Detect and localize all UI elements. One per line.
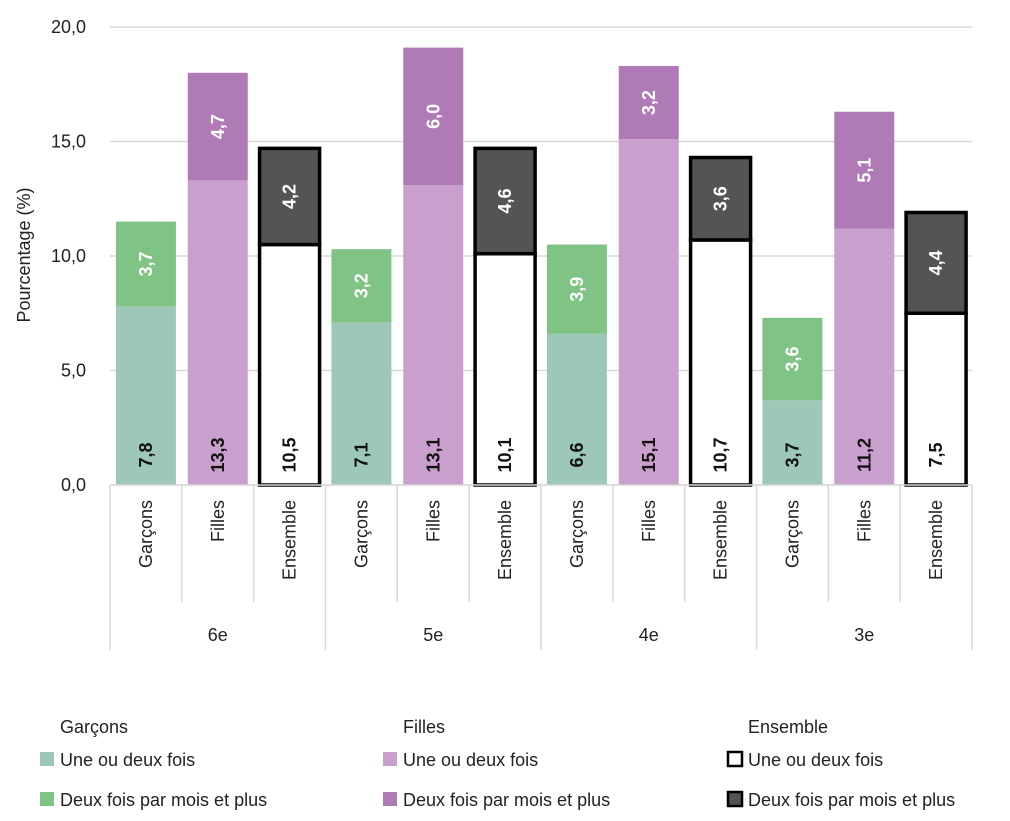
x-group-label: 4e [639,625,659,645]
x-tick-label: Garçons [136,500,156,568]
x-tick-label: Ensemble [926,500,946,580]
legend-swatch [383,792,397,806]
bar-une-ou-deux-fois [473,251,537,487]
bar-une-ou-deux-fois [618,139,679,485]
data-label: 4,6 [495,189,515,214]
data-label: 4,2 [280,184,300,209]
bar-deux-fois-par-mois [618,65,679,140]
x-tick-label: Garçons [567,500,587,568]
y-tick-label: 0,0 [61,475,86,495]
y-tick-label: 5,0 [61,361,86,381]
legend-swatch [40,792,54,806]
bar-une-ou-deux-fois [403,185,464,485]
data-label: 5,1 [854,158,874,183]
x-tick-label: Garçons [351,500,371,568]
bar-deux-fois-par-mois [403,47,464,186]
legend-heading: Ensemble [748,717,828,737]
bar-une-ou-deux-fois [762,400,823,485]
y-tick-label: 20,0 [51,17,86,37]
bar-deux-fois-par-mois [115,221,176,307]
x-tick-label: Filles [639,500,659,542]
legend-heading: Filles [403,717,445,737]
data-label: 3,7 [782,442,802,467]
x-group-label: 3e [854,625,874,645]
legend-swatch [40,752,54,766]
data-label: 7,1 [351,442,371,467]
x-tick-label: Ensemble [280,500,300,580]
bar-deux-fois-par-mois [688,155,753,242]
x-tick-label: Filles [208,500,228,542]
bar-deux-fois-par-mois [834,111,895,229]
legend-item: Deux fois par mois et plus [403,790,610,810]
y-axis-label: Pourcentage (%) [14,187,34,322]
bar-une-ou-deux-fois [546,333,607,485]
data-label: 10,7 [711,437,731,472]
x-tick-label: Ensemble [495,500,515,580]
data-label: 4,7 [208,114,228,139]
bars: 7,8 3,7 13,3 4,7 10,5 4,2 7,1 3,2 13,1 6,0 10,1 4,6… [115,47,968,487]
bar-deux-fois-par-mois [904,210,968,316]
data-label: 6,6 [567,442,587,467]
bar-une-ou-deux-fois [331,322,392,485]
data-label: 3,6 [711,186,731,211]
bar-une-ou-deux-fois [834,228,895,485]
data-label: 3,2 [639,90,659,115]
y-tick-label: 15,0 [51,132,86,152]
data-label: 10,1 [495,437,515,472]
data-label: 3,7 [136,251,156,276]
y-tick-label: 10,0 [51,246,86,266]
x-tick-label: Ensemble [711,500,731,580]
x-axis: Garçons Filles Ensemble 6e Garçons Filles Ense… [109,484,973,650]
legend-item: Deux fois par mois et plus [60,790,267,810]
legend-item: Deux fois par mois et plus [748,790,955,810]
legend-swatch [383,752,397,766]
data-label: 13,3 [208,437,228,472]
data-label: 7,5 [926,442,946,467]
x-group-label: 5e [423,625,443,645]
bar-une-ou-deux-fois [904,311,968,487]
data-label: 13,1 [423,437,443,472]
data-label: 10,5 [280,437,300,472]
legend-swatch [726,790,744,808]
data-label: 15,1 [639,437,659,472]
data-label: 11,2 [854,438,874,472]
x-tick-label: Filles [423,500,443,542]
y-axis: 0,0 5,0 10,0 15,0 20,0 [51,17,86,495]
bar-deux-fois-par-mois [257,146,322,247]
legend: Garçons Une ou deux fois Deux fois par moi… [40,717,955,810]
legend-item: Une ou deux fois [60,750,195,770]
data-label: 3,9 [567,277,587,302]
legend-swatch [726,750,744,768]
bar-deux-fois-par-mois [473,146,537,256]
bar-deux-fois-par-mois [187,72,248,181]
bar-une-ou-deux-fois [115,306,176,485]
data-label: 6,0 [423,104,443,129]
data-label: 4,4 [926,250,946,275]
bar-deux-fois-par-mois [331,249,392,323]
x-tick-label: Garçons [782,500,802,568]
legend-item: Une ou deux fois [403,750,538,770]
legend-item: Une ou deux fois [748,750,883,770]
bar-une-ou-deux-fois [187,180,248,485]
bar-deux-fois-par-mois [762,317,823,401]
bar-deux-fois-par-mois [546,244,607,334]
x-group-label: 6e [208,625,228,645]
legend-heading: Garçons [60,717,128,737]
data-label: 3,6 [782,347,802,372]
data-label: 3,2 [351,273,371,298]
x-tick-label: Filles [854,500,874,542]
data-label: 7,8 [136,442,156,467]
